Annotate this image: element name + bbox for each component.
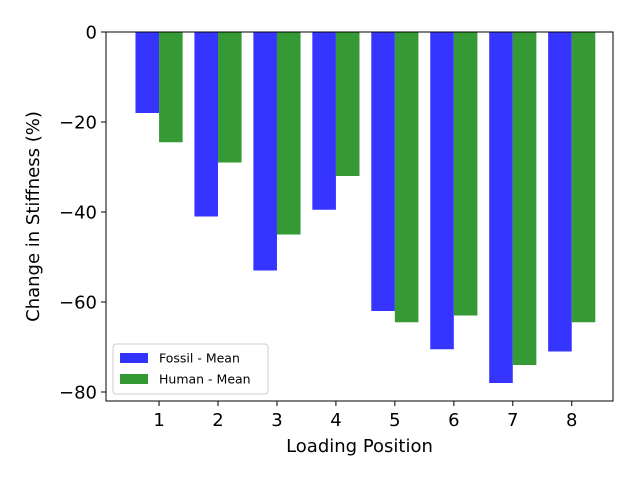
bar-human-7: [512, 32, 537, 365]
x-tick-label: 8: [566, 410, 577, 431]
y-tick-label: −20: [59, 113, 97, 134]
legend-label-fossil: Fossil - Mean: [159, 351, 240, 366]
bar-human-6: [453, 32, 478, 316]
bar-fossil-4: [312, 32, 336, 210]
bar-fossil-7: [489, 32, 513, 383]
bar-fossil-2: [194, 32, 219, 217]
x-tick-label: 5: [389, 410, 400, 431]
bar-fossil-3: [253, 32, 277, 271]
x-axis-ticks: 1 2 3 4 5 6 7 8: [153, 401, 577, 431]
bar-human-8: [571, 32, 596, 323]
x-tick-label: 1: [153, 410, 164, 431]
x-tick-label: 3: [271, 410, 282, 431]
bar-human-5: [394, 32, 419, 323]
legend: Fossil - Mean Human - Mean: [112, 343, 269, 395]
y-tick-label: −40: [59, 203, 97, 224]
legend-box: [112, 343, 269, 395]
y-axis-ticks: 0 −20 −40 −60 −80: [59, 23, 106, 404]
x-tick-label: 4: [330, 410, 341, 431]
y-tick-label: −60: [59, 293, 97, 314]
bars-group: [135, 32, 596, 383]
x-axis-label: Loading Position: [286, 436, 433, 457]
legend-label-human: Human - Mean: [159, 372, 251, 387]
bar-human-3: [276, 32, 301, 235]
plot-frame: [105, 31, 614, 402]
bar-fossil-8: [548, 32, 572, 352]
x-tick-label: 7: [507, 410, 518, 431]
legend-swatch-human: [120, 374, 148, 384]
legend-swatch-fossil: [120, 353, 148, 363]
y-tick-label: 0: [86, 23, 97, 44]
y-axis-label: Change in Stiffness (%): [23, 111, 44, 322]
bar-human-2: [218, 32, 242, 163]
bar-fossil-1: [135, 32, 160, 113]
bar-human-4: [335, 32, 360, 176]
bar-human-1: [159, 32, 183, 143]
bar-fossil-5: [371, 32, 395, 311]
x-tick-label: 2: [212, 410, 223, 431]
bar-fossil-6: [430, 32, 454, 350]
x-tick-label: 6: [448, 410, 459, 431]
y-tick-label: −80: [59, 383, 97, 404]
